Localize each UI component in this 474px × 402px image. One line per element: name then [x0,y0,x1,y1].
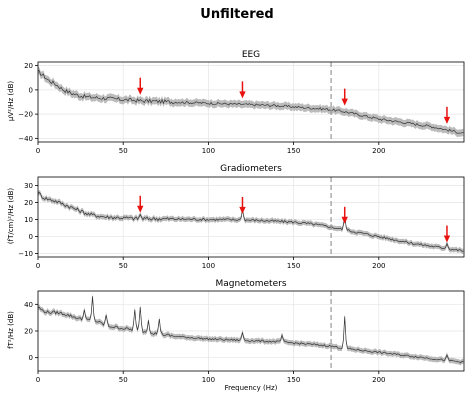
gradiometers-panel: Gradiometers (fT/cm)²/Hz (dB) [7,164,282,244]
magnetometers-y-axis-label: fT²/Hz (dB) [7,311,15,349]
gradiometers-ytick-label-3: 20 [24,199,33,207]
eeg-psd-line [37,69,464,134]
eeg-xtick-label-3: 150 [287,147,300,155]
gradiometers-arrow-1 [239,196,246,214]
gradiometers-ytick-label-4: 30 [24,182,33,190]
eeg-panel: EEG µV²/Hz (dB) [7,50,260,121]
gradiometers-xtick-label-1: 50 [119,262,128,270]
gradiometers-ytick-label-2: 10 [24,216,33,224]
gradiometers-ytick-label-1: 0 [29,233,33,241]
gradiometers-y-axis-label: (fT/cm)²/Hz (dB) [7,188,15,245]
gradiometers-panel-title: Gradiometers [220,164,282,174]
eeg-xtick-label-1: 50 [119,147,128,155]
gradiometers-ytick-label-0: −10 [18,250,33,258]
eeg-y-axis-label: µV²/Hz (dB) [7,81,15,122]
eeg-arrow-head-0 [137,87,144,95]
eeg-ytick-label-3: 20 [24,62,33,70]
magnetometers-panel: Magnetometers fT²/Hz (dB) [7,279,287,349]
magnetometers-xtick-label-3: 150 [287,376,300,384]
gradiometers-arrow-head-0 [137,205,144,213]
eeg-axes-frame [37,61,465,143]
magnetometers-xtick-label-0: 0 [36,376,40,384]
magnetometers-xtick-label-1: 50 [119,376,128,384]
eeg-xtick-label-0: 0 [36,147,40,155]
gradiometers-xtick-label-4: 200 [372,262,385,270]
eeg-arrow-1 [239,81,246,99]
eeg-panel-title: EEG [242,50,260,60]
gradiometers-psd-line [37,191,464,252]
gradiometers-arrow-head-1 [239,206,246,214]
gradiometers-confidence-band [38,189,464,254]
magnetometers-xtick-label-2: 100 [202,376,215,384]
magnetometers-panel-title: Magnetometers [215,279,286,289]
magnetometers-ytick-label-0: 0 [29,354,33,362]
magnetometers-ytick-label-2: 40 [24,301,33,309]
eeg-arrow-head-3 [443,116,451,124]
magnetometers-ytick-label-1: 20 [24,328,33,336]
gradiometers-xtick-label-0: 0 [36,262,40,270]
figure-title: Unfiltered [200,7,273,22]
eeg-arrow-head-1 [239,91,246,99]
eeg-xtick-label-2: 100 [202,147,215,155]
gradiometers-arrow-2 [341,206,348,224]
eeg-arrow-0 [137,77,144,95]
gradiometers-arrow-3 [443,225,451,243]
eeg-xtick-label-4: 200 [372,147,385,155]
magnetometers-confidence-band [38,293,464,366]
eeg-arrow-head-2 [341,98,348,106]
eeg-ytick-label-0: −40 [18,135,33,143]
magnetometers-psd-line [37,296,464,364]
gradiometers-axes-frame [37,176,465,258]
x-axis-label: Frequency (Hz) [225,384,278,392]
eeg-ytick-label-1: −20 [18,111,33,119]
gradiometers-arrow-head-2 [341,216,348,224]
eeg-arrow-2 [341,88,348,106]
magnetometers-plot-area: 0 50 100 150 200 0 20 40 [24,290,465,384]
eeg-confidence-band [38,66,464,137]
gradiometers-xtick-label-2: 100 [202,262,215,270]
magnetometers-xtick-label-4: 200 [372,376,385,384]
eeg-arrow-3 [443,106,451,124]
eeg-plot-area: 0 50 100 150 200 −40 −20 0 20 [18,61,465,155]
gradiometers-arrow-head-3 [443,235,451,243]
gradiometers-xtick-label-3: 150 [287,262,300,270]
gradiometers-arrow-0 [137,195,144,213]
eeg-ytick-label-2: 0 [29,86,33,94]
